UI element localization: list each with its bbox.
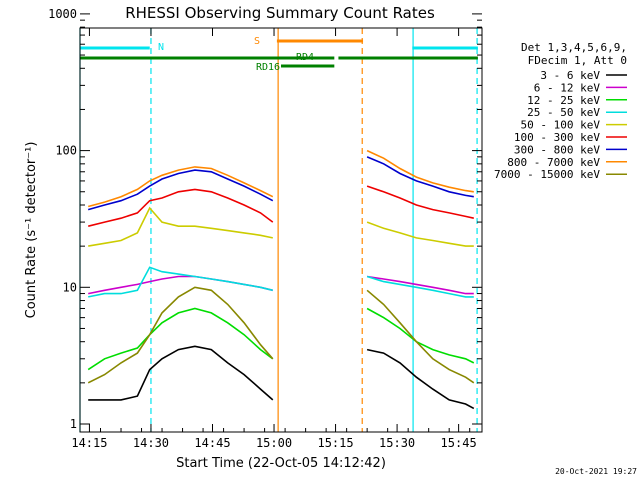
x-tick-label: 15:30: [379, 436, 415, 450]
legend-label: 25 - 50 keV: [527, 106, 600, 119]
legend-label: 300 - 800 keV: [514, 143, 600, 156]
series-line-6-pre-saa: [88, 188, 274, 227]
x-tick-label: 15:15: [317, 436, 353, 450]
rd16-flag-label: RD16: [256, 62, 280, 73]
saa-flag-label: S: [254, 36, 260, 47]
series-line-9-post-saa: [366, 289, 475, 384]
x-axis: 14:15 14:30 14:45 15:00 15:15 15:30 15:45: [71, 28, 477, 450]
chart-title: RHESSI Observing Summary Count Rates: [125, 4, 435, 22]
series-line-7-pre-saa: [87, 169, 274, 211]
series-line-1-pre-saa: [88, 345, 274, 401]
series-line-4-post-saa: [366, 275, 474, 298]
series-line-8-pre-saa: [87, 166, 274, 208]
series-line-9-pre-saa: [87, 286, 274, 384]
y-tick-label: 10: [63, 280, 77, 294]
series-line-2-post-saa: [366, 275, 474, 295]
series-line-6-post-saa: [366, 185, 474, 219]
series-line-5-pre-saa: [88, 206, 273, 247]
x-tick-label: 15:00: [256, 436, 292, 450]
y-tick-label: 100: [55, 144, 77, 158]
series-line-7-post-saa: [366, 156, 474, 198]
x-tick-label: 14:45: [194, 436, 230, 450]
series-line-1-post-saa: [366, 348, 475, 410]
legend-label: 50 - 100 keV: [521, 119, 601, 132]
legend-label: 6 - 12 keV: [534, 81, 601, 94]
legend: Det 1,3,4,5,6,9, FDecim 1, Att 0 3 - 6 k…: [494, 41, 627, 181]
legend-header-line-1: Det 1,3,4,5,6,9,: [521, 41, 627, 54]
legend-header-line-2: FDecim 1, Att 0: [528, 54, 627, 67]
y-axis-label: Count Rate (s⁻¹ detector⁻¹): [24, 142, 39, 319]
x-tick-label: 15:45: [441, 436, 477, 450]
series-line-3-post-saa: [366, 307, 475, 364]
legend-label: 3 - 6 keV: [540, 69, 600, 82]
series-line-3-pre-saa: [87, 307, 274, 371]
legend-label: 12 - 25 keV: [527, 94, 600, 107]
series-layer: [87, 149, 475, 410]
night-flag-label: N: [158, 42, 164, 53]
plot-frame: [79, 27, 483, 433]
x-tick-label: 14:15: [71, 436, 107, 450]
y-tick-label: 1: [70, 417, 77, 431]
series-line-5-post-saa: [366, 221, 474, 247]
series-line-8-post-saa: [366, 149, 474, 193]
flag-bars: [80, 39, 478, 68]
footer-timestamp: 20-Oct-2021 19:27: [555, 467, 637, 476]
series-line-4-pre-saa: [88, 266, 273, 298]
y-axis: 1 10 100 1000: [48, 7, 482, 431]
x-axis-label: Start Time (22-Oct-05 14:12:42): [176, 456, 386, 471]
rd4-flag-label: RD4: [296, 52, 314, 63]
legend-label: 100 - 300 keV: [514, 131, 600, 144]
legend-label: 7000 - 15000 keV: [494, 168, 600, 181]
x-tick-label: 14:30: [133, 436, 169, 450]
y-tick-label: 1000: [48, 7, 77, 21]
legend-label: 800 - 7000 keV: [507, 156, 600, 169]
